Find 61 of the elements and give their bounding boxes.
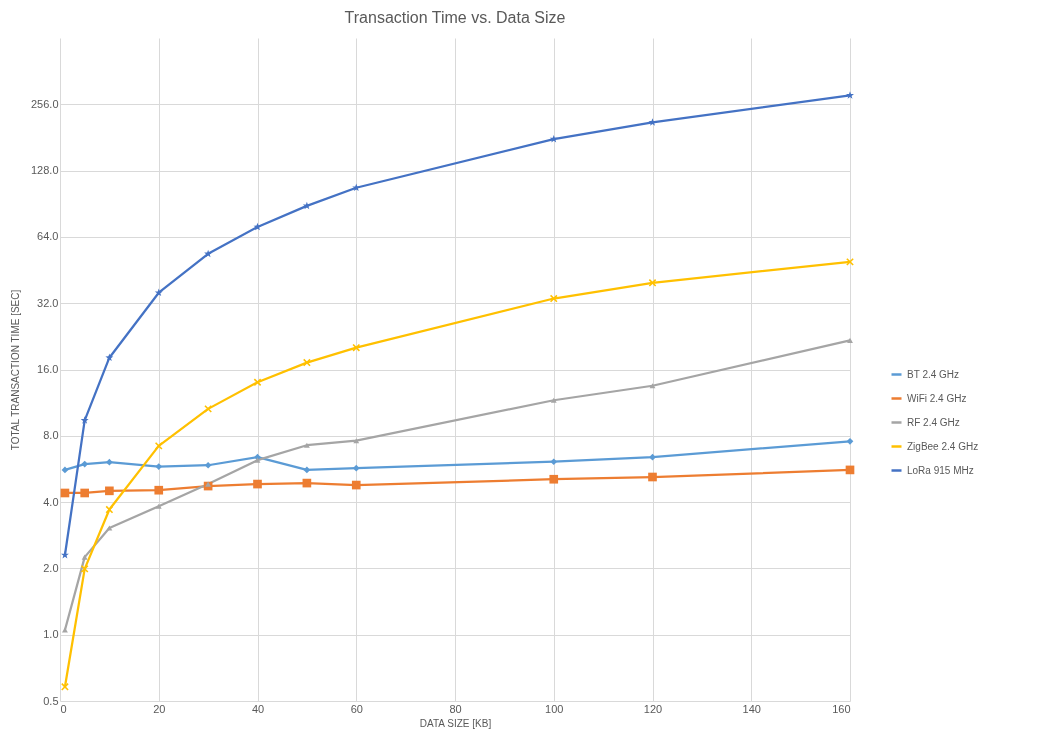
y-tick-label: 64.0: [37, 230, 59, 243]
x-tick-label: 100: [545, 702, 564, 715]
x-tick-label: 160: [832, 702, 851, 715]
x-tick-label: 60: [350, 702, 363, 715]
point: [154, 288, 163, 297]
point: [106, 458, 113, 466]
point: [154, 441, 163, 450]
point: [253, 479, 262, 489]
point: [155, 503, 162, 509]
point: [105, 353, 114, 362]
point: [846, 437, 854, 445]
chart-title: Transaction Time vs. Data Size: [344, 9, 566, 26]
point: [352, 343, 361, 352]
y-tick-label: 32.0: [37, 296, 59, 309]
y-tick-label: 0.5: [43, 694, 59, 707]
x-tick-label: 0: [60, 702, 67, 715]
point: [154, 485, 164, 495]
point: [847, 337, 853, 343]
y-tick-label: 8.0: [43, 429, 59, 442]
point: [648, 472, 657, 482]
legend-label: LoRa 915 MHz: [907, 464, 974, 476]
point: [80, 488, 90, 498]
point: [550, 458, 558, 466]
x-tick-label: 80: [449, 702, 462, 715]
x-tick-label: 120: [643, 702, 663, 715]
point: [549, 474, 559, 484]
point: [205, 481, 212, 487]
point: [80, 416, 89, 424]
point: [204, 404, 213, 413]
point: [254, 457, 261, 463]
point: [303, 442, 310, 448]
point: [105, 486, 114, 496]
point: [303, 466, 311, 474]
point: [106, 525, 113, 531]
y-tick-label: 16.0: [37, 363, 59, 375]
legend-label: WiFi 2.4 GHz: [907, 392, 967, 404]
point: [61, 466, 69, 474]
y-tick-label: 256.0: [30, 97, 59, 110]
point: [204, 249, 213, 258]
point: [105, 505, 114, 514]
point: [204, 461, 212, 469]
x-axis-title: DATA SIZE [KB]: [419, 717, 492, 729]
point: [81, 554, 88, 560]
legend-label: BT 2.4 GHz: [907, 368, 960, 380]
y-tick-label: 128.0: [30, 164, 59, 177]
y-axis-title: TOTAL TRANSACTION TIME [SEC]: [9, 289, 21, 451]
x-tick-label: 40: [251, 702, 265, 715]
y-tick-label: 1.0: [43, 628, 59, 641]
point: [352, 464, 360, 472]
legend-label: ZigBee 2.4 GHz: [907, 440, 979, 452]
x-tick-label: 140: [742, 702, 761, 715]
point: [351, 480, 361, 490]
point: [550, 397, 557, 403]
legend-label: RF 2.4 GHz: [907, 416, 960, 428]
y-tick-label: 4.0: [43, 495, 59, 508]
point: [61, 627, 68, 633]
point: [60, 550, 69, 559]
point: [155, 463, 163, 470]
point: [353, 438, 360, 444]
y-tick-label: 2.0: [43, 561, 59, 574]
x-tick-label: 20: [153, 702, 166, 715]
